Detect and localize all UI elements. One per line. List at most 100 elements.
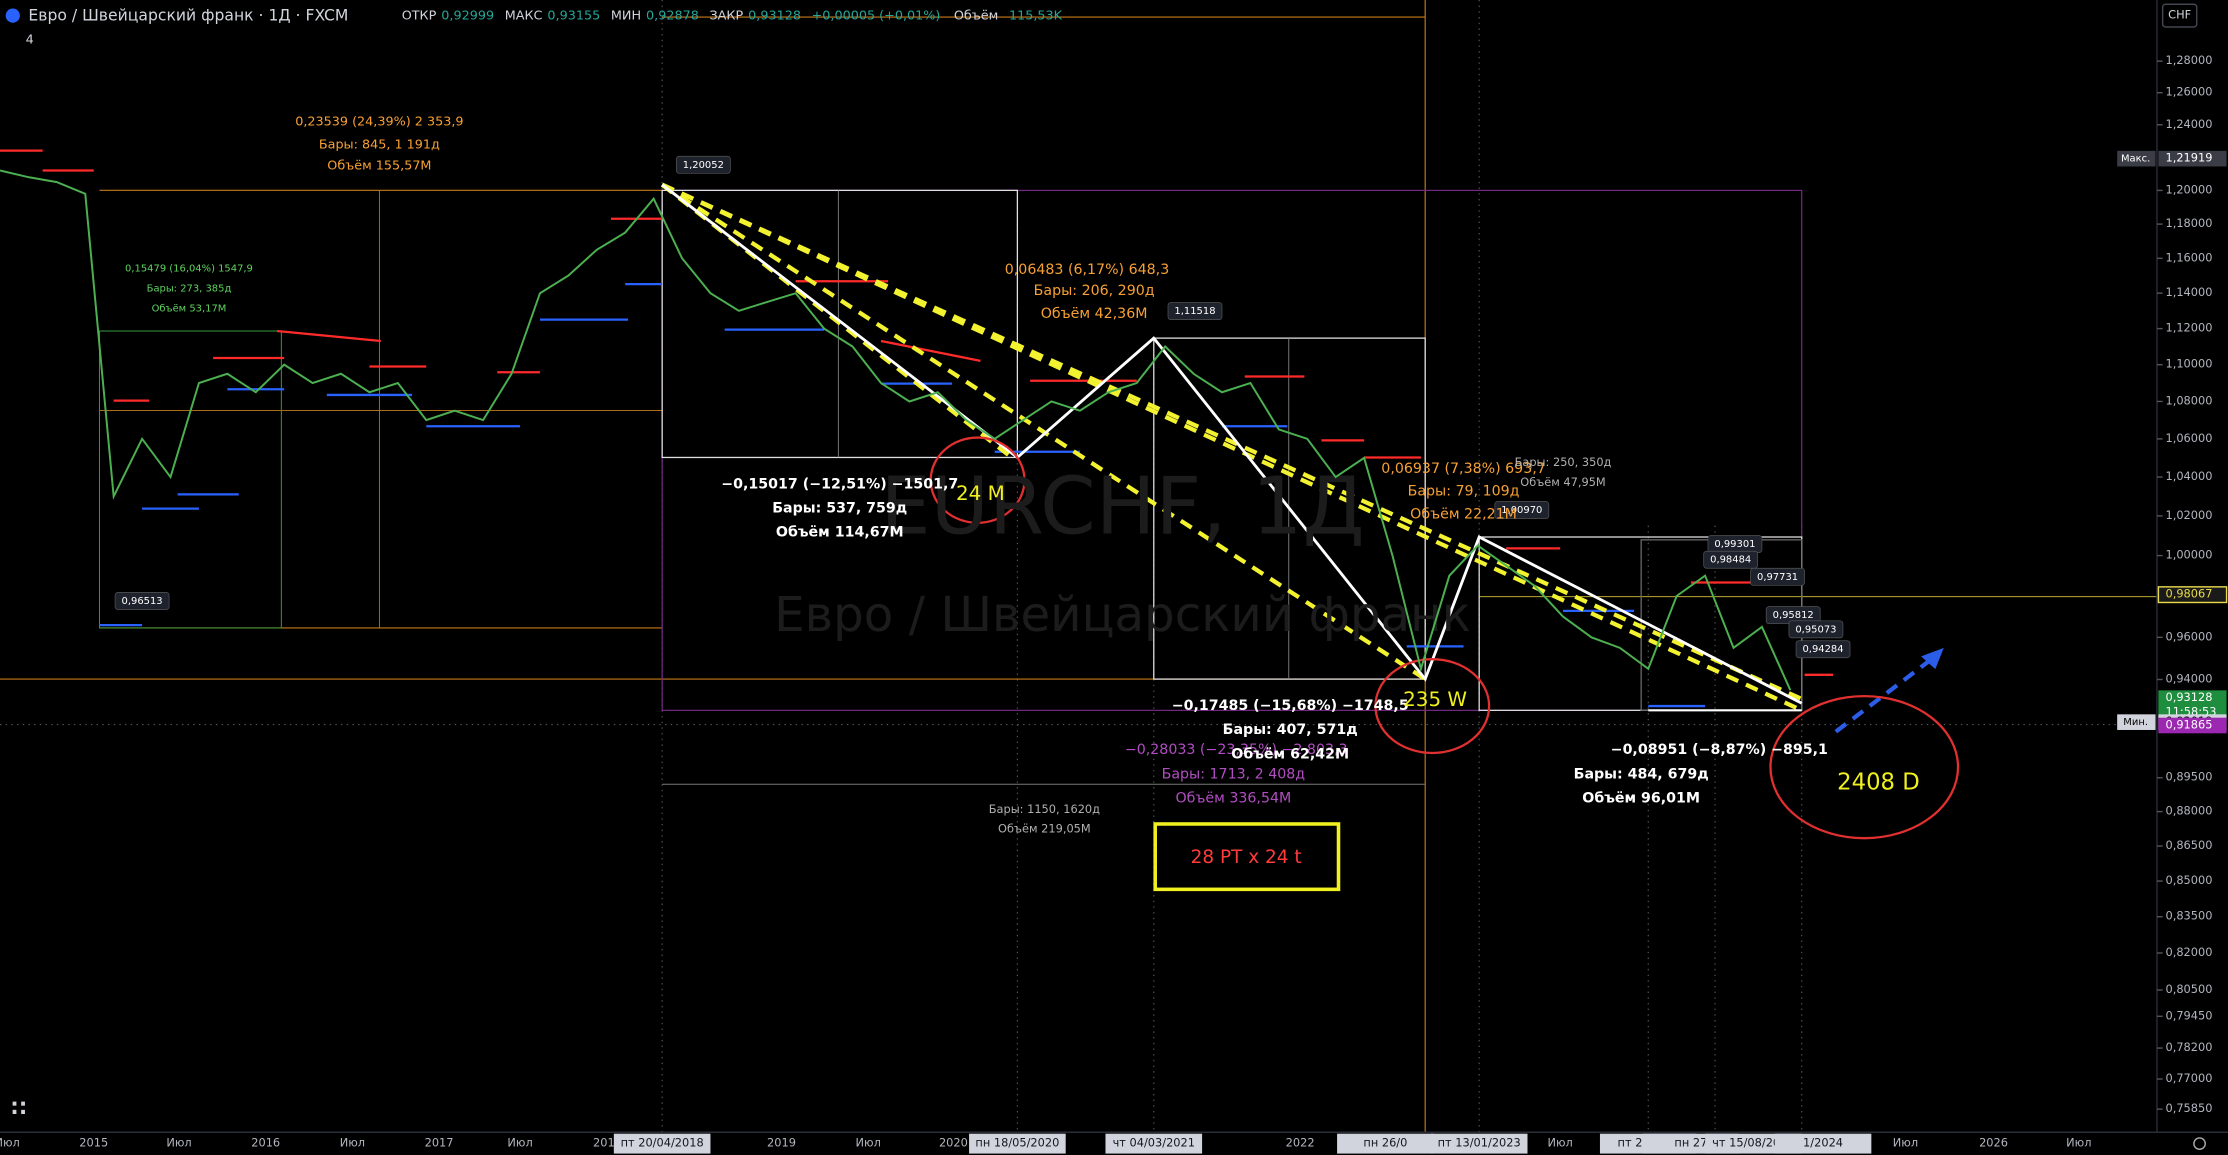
symbol-icon [5, 8, 20, 23]
annotation: Объём 114,67M [776, 525, 904, 541]
time-marker-label: пт 13/01/2023 [1438, 1136, 1521, 1150]
marker-tag: Макс. [2121, 154, 2150, 165]
price-axis-bg [2156, 0, 2228, 1155]
price-tick-label: 1,28000 [2165, 53, 2212, 67]
annotation: −0,28033 (−23,35%) −2 803,3 [1125, 742, 1348, 758]
marker-tag-bg [2117, 714, 2156, 730]
price-point-label: 0,94284 [1802, 644, 1843, 655]
price-marker [2158, 150, 2227, 167]
annotation: Бары: 407, 571д [1223, 722, 1358, 738]
open-label: ОТКР [402, 8, 437, 23]
price-point-bg [114, 592, 170, 610]
annotation: Бары: 484, 679д [1574, 766, 1709, 782]
price-point-bg [1788, 620, 1844, 639]
annotation: Объём 53,17M [152, 303, 227, 314]
price-point-bg [1795, 640, 1851, 659]
price-tick-label: 0,82000 [2165, 945, 2212, 959]
price-marker [2157, 586, 2228, 604]
price-point-label: 0,95812 [1773, 610, 1814, 621]
annotation: Объём 42,36M [1041, 306, 1148, 322]
volume: 115,53K [1009, 8, 1063, 23]
high-label: МАКС [505, 8, 543, 23]
header: Евро / Швейцарский франк · 1Д · FXCM ОТК… [28, 6, 1062, 24]
indicator-count[interactable]: 4 [26, 32, 34, 47]
watermark-name: Евро / Швейцарский франк [774, 587, 1471, 643]
marker-tag: Мин. [2123, 717, 2148, 728]
price-point-bg [676, 155, 731, 174]
logo[interactable]: ∷ [11, 1097, 26, 1122]
price-tick-label: 1,04000 [2165, 469, 2212, 483]
annotation: Бары: 1713, 2 408д [1162, 766, 1306, 782]
volume-label: Объём [954, 8, 998, 23]
time-tick-label: Июл [0, 1136, 20, 1150]
price-marker-label: 0,98067 [2165, 587, 2212, 601]
time-tick-label: Июл [507, 1136, 532, 1150]
annotation: Бары: 273, 385д [147, 283, 232, 294]
axes: 1,28000 1,26000 1,24000 1,20000 1,18000 1,160… [0, 53, 2228, 1154]
time-marker-label: чт 15/08/2024 [1712, 1136, 1794, 1150]
price-tick-label: 0,79450 [2165, 1008, 2212, 1022]
time-marker-label: пт 20/04/2018 [621, 1136, 704, 1150]
price-point-label: 0,97731 [1757, 572, 1798, 583]
time-tick-label: Июл [1548, 1136, 1573, 1150]
annotation: Бары: 250, 350д [1515, 455, 1612, 469]
currency[interactable]: CHF [2168, 8, 2191, 22]
high: 0,93155 [547, 8, 600, 23]
annotation: Объём 47,95M [1520, 475, 1605, 489]
price-tick-label: 1,10000 [2165, 357, 2212, 371]
low: 0,92878 [646, 8, 699, 23]
annotation: Объём 22,21M [1410, 506, 1517, 522]
open: 0,92999 [441, 8, 494, 23]
price-point-label: 0,98484 [1710, 555, 1751, 566]
price-tick-label: 1,08000 [2165, 393, 2212, 407]
time-marker-bg [1105, 1133, 1203, 1154]
annotation: Бары: 537, 759д [772, 501, 907, 517]
time-marker-label: пн 27 [1674, 1136, 1707, 1150]
time-marker-label: пн 18/05/2020 [975, 1136, 1059, 1150]
annotation: −0,15017 (−12,51%) −1501,7 [721, 476, 958, 492]
annotation: Объём 219,05M [998, 822, 1091, 836]
annotation: Объём 62,42M [1231, 746, 1349, 762]
time-marker-bg [613, 1133, 711, 1154]
settings-icon[interactable] [2193, 1137, 2206, 1151]
price-point-label: 1,20052 [683, 160, 724, 171]
time-tick-label: 2022 [1286, 1136, 1315, 1150]
time-tick-label: 2020 [939, 1136, 968, 1150]
annotation: Бары: 845, 1 191д [319, 137, 440, 152]
time-tick-label: 2017 [425, 1136, 454, 1150]
price-tick-label: 1,06000 [2165, 431, 2212, 445]
time-tick-label: 2015 [79, 1136, 108, 1150]
price-tick-label: 0,86500 [2165, 838, 2212, 852]
watermark: EURCHF, 1Д Евро / Швейцарский франк [774, 459, 1471, 643]
close-label: ЗАКР [709, 8, 743, 23]
annotation: Объём 96,01M [1582, 790, 1700, 806]
annotation: 0,15479 (16,04%) 1547,9 [125, 264, 253, 275]
annotation: 0,23539 (24,39%) 2 353,9 [295, 115, 463, 130]
price-tick-label: 0,78200 [2165, 1040, 2212, 1054]
price-marker-label: 1,21919 [2165, 151, 2212, 165]
annotation: 0,06483 (6,17%) 648,3 [1005, 262, 1169, 278]
annotation: 24 M [956, 482, 1005, 505]
price-marker [2158, 717, 2227, 734]
price-tick-label: 1,20000 [2165, 182, 2212, 196]
annotation: −0,17485 (−15,68%) −1748,5 [1172, 698, 1409, 714]
annotation: Бары: 206, 290д [1034, 283, 1155, 299]
time-marker-bg [969, 1133, 1066, 1154]
marker-tag-bg [2117, 150, 2156, 167]
price-point-label: 0,99301 [1714, 539, 1755, 550]
currency-box[interactable] [2161, 3, 2198, 28]
price-point-label: 0,95073 [1795, 624, 1836, 635]
price-series [0, 169, 1792, 691]
price-point-bg [1167, 302, 1223, 321]
time-marker-label: пн 26/0 [1363, 1136, 1407, 1150]
time-marker-bg [1430, 1133, 1528, 1154]
price-tick-label: 0,96000 [2165, 629, 2212, 643]
price-point-bg [1750, 567, 1805, 586]
price-point-label: 1,11518 [1174, 306, 1215, 317]
annotation: 235 W [1403, 688, 1467, 711]
annotation: 28 PT x 24 t [1191, 847, 1302, 868]
change: +0,00005 (+0,01%) [812, 8, 941, 23]
price-line [0, 169, 1792, 691]
price-tick-label: 1,16000 [2165, 250, 2212, 264]
